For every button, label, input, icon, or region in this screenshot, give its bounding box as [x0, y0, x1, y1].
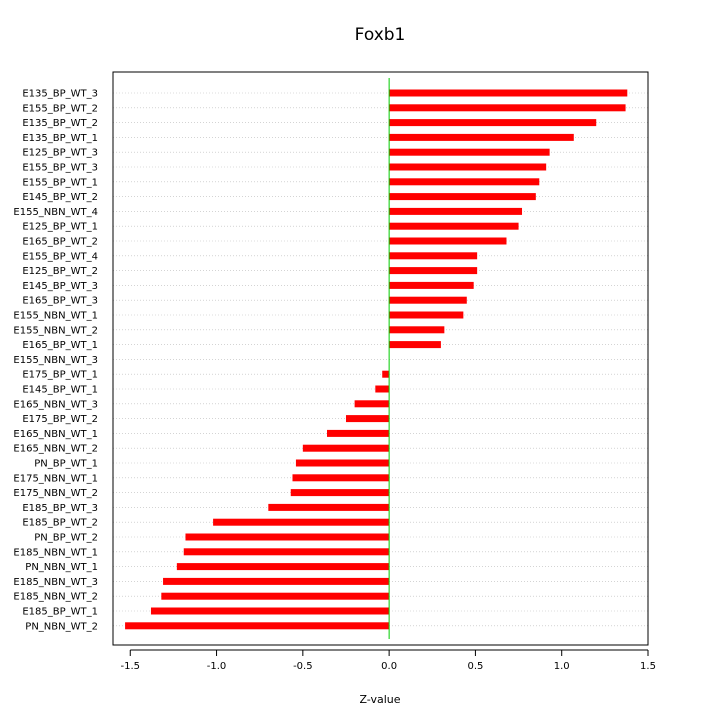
- category-label: E145_BP_WT_1: [22, 385, 98, 396]
- x-axis: -1.5 -1.0 -0.5 0.0 0.5 1.0 1.5: [121, 649, 656, 672]
- category-label: E125_BP_WT_1: [22, 222, 98, 233]
- category-label: E185_NBN_WT_3: [13, 577, 98, 588]
- category-label: E145_BP_WT_3: [22, 281, 98, 292]
- bar: [389, 178, 540, 186]
- category-label: E155_BP_WT_2: [22, 103, 98, 114]
- category-labels: E135_BP_WT_3 E155_BP_WT_2 E135_BP_WT_2 E135…: [13, 89, 98, 633]
- x-tick-label: 0.5: [467, 661, 483, 672]
- x-tick-label: 1.5: [640, 661, 656, 672]
- category-label: E155_NBN_WT_3: [13, 355, 98, 366]
- bar: [176, 563, 390, 571]
- category-label: E175_BP_WT_2: [22, 414, 98, 425]
- bar: [389, 281, 474, 289]
- bar: [389, 341, 441, 349]
- category-label: PN_BP_WT_2: [34, 533, 98, 544]
- category-label: E155_BP_WT_4: [22, 251, 98, 262]
- bar: [389, 252, 478, 260]
- grid-lines: [113, 92, 648, 627]
- category-label: E135_BP_WT_1: [22, 133, 98, 144]
- bar: [183, 548, 390, 556]
- x-tick-label: -0.5: [293, 661, 313, 672]
- bar: [125, 622, 390, 630]
- x-tick-label: -1.0: [207, 661, 227, 672]
- bar: [389, 104, 626, 112]
- bar: [389, 193, 536, 201]
- plot-frame: [112, 71, 649, 646]
- bar: [354, 400, 390, 408]
- bar: [389, 119, 597, 127]
- bar: [150, 607, 390, 615]
- category-label: E165_BP_WT_1: [22, 340, 98, 351]
- bar: [295, 459, 390, 467]
- bar: [389, 267, 478, 275]
- category-label: E185_BP_WT_2: [22, 518, 98, 529]
- bar: [389, 326, 445, 334]
- category-label: E185_BP_WT_1: [22, 607, 98, 618]
- bar: [185, 533, 390, 541]
- bar: [389, 89, 628, 97]
- category-label: E185_NBN_WT_2: [13, 592, 98, 603]
- category-label: E125_BP_WT_3: [22, 148, 98, 159]
- bar: [389, 133, 574, 141]
- category-label: E175_BP_WT_1: [22, 370, 98, 381]
- category-label: PN_NBN_WT_2: [25, 621, 98, 632]
- category-label: E165_NBN_WT_3: [13, 399, 98, 410]
- bar: [382, 370, 390, 378]
- bar: [290, 489, 390, 497]
- bars: [125, 89, 628, 630]
- category-label: PN_BP_WT_1: [34, 459, 98, 470]
- bar: [389, 163, 547, 171]
- category-label: E175_NBN_WT_2: [13, 488, 98, 499]
- bar: [268, 503, 390, 511]
- chart-title: Foxb1: [355, 25, 406, 45]
- category-label: E145_BP_WT_2: [22, 192, 98, 203]
- category-label: E165_NBN_WT_2: [13, 444, 98, 455]
- bar: [327, 429, 390, 437]
- x-tick-label: -1.5: [121, 661, 141, 672]
- bar: [292, 474, 390, 482]
- bar: [163, 577, 390, 585]
- category-label: E165_BP_WT_2: [22, 237, 98, 248]
- category-label: E185_BP_WT_3: [22, 503, 98, 514]
- category-label: E155_NBN_WT_2: [13, 325, 98, 336]
- bar: [345, 415, 390, 423]
- category-label: E165_BP_WT_3: [22, 296, 98, 307]
- category-label: E135_BP_WT_2: [22, 118, 98, 129]
- bar: [389, 148, 550, 156]
- bar: [389, 237, 507, 245]
- bar: [389, 311, 464, 319]
- category-label: E155_NBN_WT_1: [13, 311, 98, 322]
- bar: [213, 518, 390, 526]
- category-label: E165_NBN_WT_1: [13, 429, 98, 440]
- bar: [389, 222, 519, 230]
- category-label: E155_NBN_WT_4: [13, 207, 98, 218]
- category-label: PN_NBN_WT_1: [25, 562, 98, 573]
- category-label: E125_BP_WT_2: [22, 266, 98, 277]
- category-label: E185_NBN_WT_1: [13, 547, 98, 558]
- x-tick-label: 0.0: [381, 661, 397, 672]
- bar: [161, 592, 390, 600]
- x-axis-label: Z-value: [359, 693, 400, 706]
- bar: [389, 296, 467, 304]
- category-label: E135_BP_WT_3: [22, 89, 98, 100]
- bar: [302, 444, 390, 452]
- bar: [375, 385, 390, 393]
- category-label: E155_BP_WT_3: [22, 163, 98, 174]
- category-label: E155_BP_WT_1: [22, 177, 98, 188]
- bar: [389, 207, 523, 215]
- x-tick-label: 1.0: [554, 661, 570, 672]
- category-label: E175_NBN_WT_1: [13, 473, 98, 484]
